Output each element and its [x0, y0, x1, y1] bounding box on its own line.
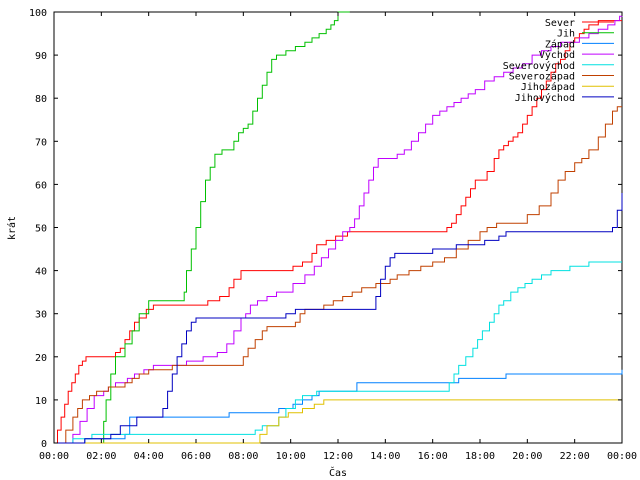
y-tick-label: 80 [35, 94, 47, 105]
series-line [54, 193, 623, 444]
y-tick-label: 50 [35, 224, 47, 235]
x-tick-label: 00:00 [607, 451, 637, 462]
y-tick-label: 90 [35, 51, 47, 62]
legend-label: Severozápad [509, 71, 575, 83]
x-tick-label: 14:00 [370, 451, 400, 462]
y-tick-label: 10 [35, 396, 47, 407]
ticks-layer: 00:00 02:00 04:00 06:00 08:00 10:00 12:00 14:00… [29, 8, 637, 462]
series-line [54, 261, 622, 444]
legend-label: Jihozápad [521, 81, 575, 93]
series-line [54, 399, 622, 444]
legend-label: Severovýchod [503, 60, 575, 72]
x-tick-label: 04:00 [134, 451, 164, 462]
y-tick-label: 20 [35, 353, 47, 364]
series-line [63, 11, 350, 444]
legend-label: Východ [539, 49, 575, 61]
y-tick-label: 30 [35, 310, 47, 321]
legend-label: Jihovýchod [515, 92, 575, 104]
y-tick-label: 100 [29, 8, 47, 19]
series-line [54, 106, 622, 444]
legend: SeverJihZápadVýchodSeverovýchodSeverozáp… [503, 18, 614, 104]
y-tick-label: 70 [35, 137, 47, 148]
y-axis-label: krát [6, 216, 18, 240]
x-tick-label: 08:00 [228, 451, 258, 462]
series-layer [54, 11, 623, 444]
x-tick-label: 20:00 [512, 451, 542, 462]
y-tick-label: 0 [41, 439, 47, 450]
series-line [54, 20, 622, 444]
x-tick-label: 00:00 [39, 451, 69, 462]
x-tick-label: 10:00 [276, 451, 306, 462]
x-tick-label: 12:00 [323, 451, 353, 462]
x-tick-label: 18:00 [465, 451, 495, 462]
x-tick-label: 22:00 [560, 451, 590, 462]
y-tick-label: 40 [35, 267, 47, 278]
y-tick-label: 60 [35, 180, 47, 191]
series-line [65, 12, 623, 444]
series-line [54, 369, 623, 444]
legend-label: Západ [545, 38, 575, 50]
legend-label: Sever [545, 18, 575, 29]
x-tick-label: 16:00 [418, 451, 448, 462]
x-tick-label: 06:00 [181, 451, 211, 462]
x-axis-label: Čas [329, 466, 347, 479]
x-tick-label: 02:00 [86, 451, 116, 462]
legend-label: Jih [557, 29, 575, 40]
